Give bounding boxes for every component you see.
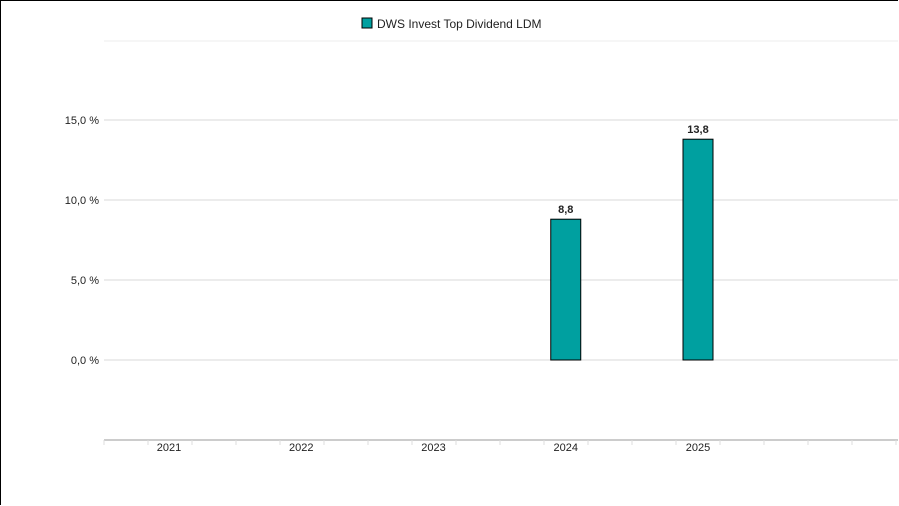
y-tick-label: 15,0 % [65,115,99,127]
legend-swatch [361,17,373,29]
y-tick-label: 5,0 % [71,275,99,287]
x-tick-label: 2025 [686,442,710,454]
bars: 8,8 13,8 [550,124,714,361]
data-label: 13,8 [687,124,708,136]
y-tick-label: 10,0 % [65,195,99,207]
y-tick-label: 0,0 % [71,355,99,367]
x-tick-label: 2021 [157,442,181,454]
bar [682,138,714,361]
legend: DWS Invest Top Dividend LDM [361,17,542,31]
x-tick-label: 2024 [554,442,578,454]
x-tick-label: 2022 [289,442,313,454]
bar [550,218,582,361]
x-tick-label: 2023 [421,442,445,454]
legend-label: DWS Invest Top Dividend LDM [377,17,542,31]
x-axis: 2021 2022 2023 2024 2025 [103,439,898,454]
gridlines [104,40,898,361]
data-label: 8,8 [558,204,573,216]
y-axis-ticks: 0,0 % 5,0 % 10,0 % 15,0 % [65,115,99,367]
